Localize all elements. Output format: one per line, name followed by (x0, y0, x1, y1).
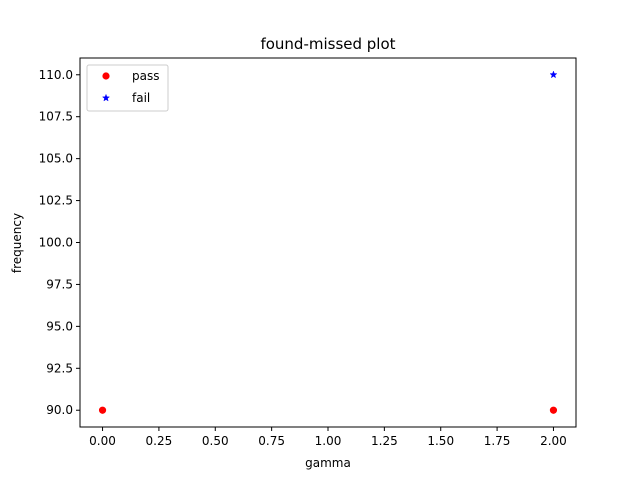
data-point-pass (549, 406, 558, 414)
legend-label-fail: fail (132, 91, 150, 105)
legend-label-pass: pass (132, 69, 159, 83)
y-tick-label: 107.5 (39, 110, 73, 124)
x-tick-label: 1.25 (371, 434, 398, 448)
x-axis-label: gamma (305, 456, 351, 470)
x-tick-label: 1.00 (315, 434, 342, 448)
x-axis-ticks: 0.00 0.25 0.50 0.75 1.00 1.25 1.50 1.75 2.00 (89, 427, 567, 448)
legend: pass fail (86, 64, 169, 112)
y-tick-label: 95.0 (46, 319, 73, 333)
data-points (98, 70, 558, 414)
y-tick-label: 92.5 (46, 361, 73, 375)
plot-area (79, 57, 577, 428)
y-tick-label: 90.0 (46, 403, 73, 417)
y-tick-label: 110.0 (39, 68, 73, 82)
legend-marker-pass (102, 72, 110, 80)
y-tick-label: 97.5 (46, 277, 73, 291)
data-point-pass (98, 406, 107, 414)
y-tick-label: 102.5 (39, 194, 73, 208)
legend-marker-fail (101, 93, 111, 102)
y-axis-label: frequency (10, 213, 24, 273)
chart-title: found-missed plot (260, 35, 395, 53)
x-tick-label: 0.00 (89, 434, 116, 448)
x-tick-label: 0.25 (146, 434, 173, 448)
x-tick-label: 1.75 (484, 434, 511, 448)
x-tick-label: 0.75 (258, 434, 285, 448)
y-tick-label: 105.0 (39, 152, 73, 166)
y-axis-ticks: 90.0 92.5 95.0 97.5 100.0 102.5 105.0 107.5 110.… (39, 68, 80, 417)
data-point-fail (549, 70, 558, 79)
x-tick-label: 1.50 (427, 434, 454, 448)
x-tick-label: 0.50 (202, 434, 229, 448)
x-tick-label: 2.00 (540, 434, 567, 448)
y-tick-label: 100.0 (39, 236, 73, 250)
